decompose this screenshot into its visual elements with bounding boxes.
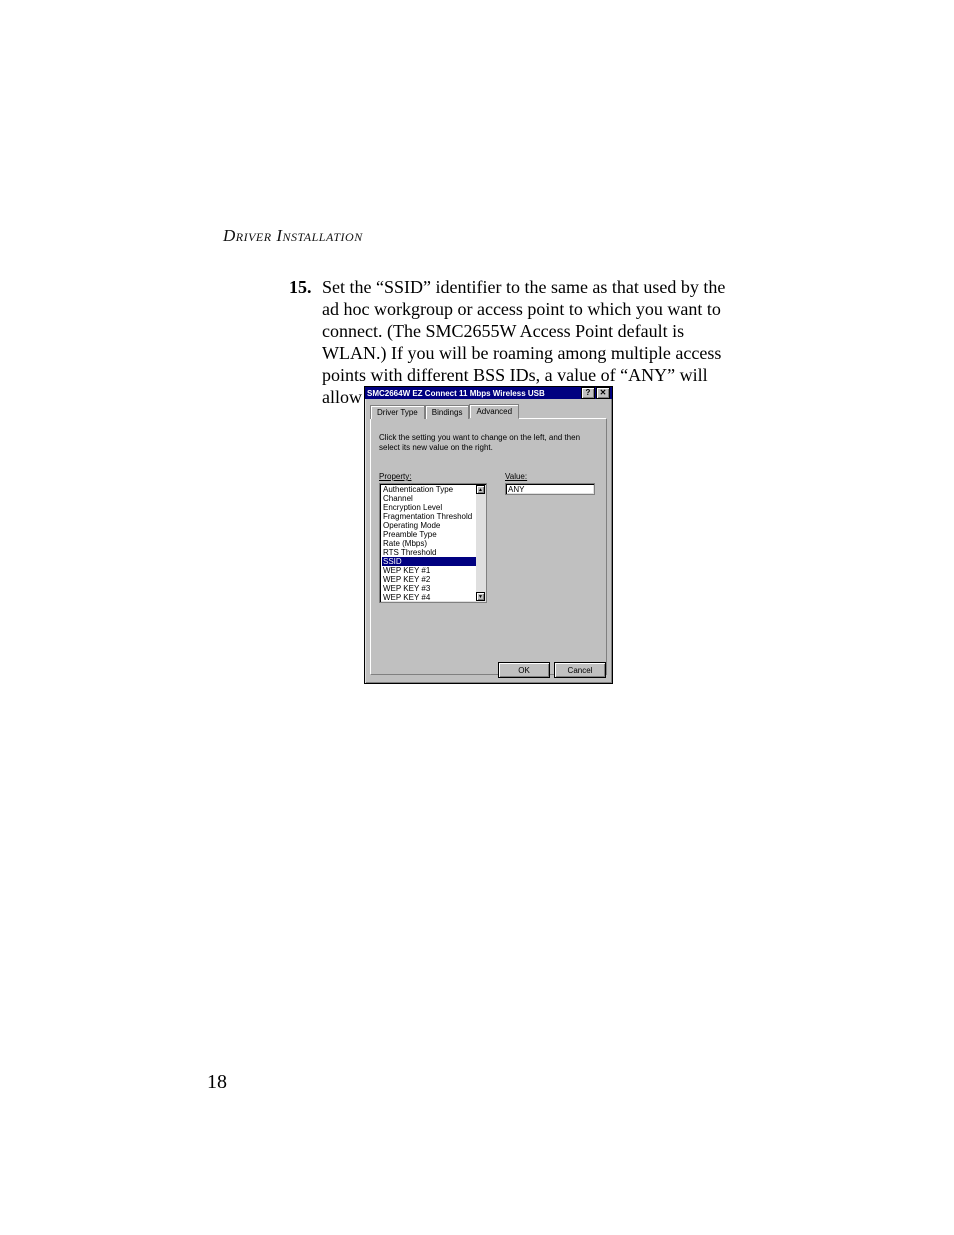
window-title: SMC2664W EZ Connect 11 Mbps Wireless USB xyxy=(367,389,580,398)
list-item[interactable]: WEP KEY #4 xyxy=(382,593,476,602)
list-item[interactable]: RTS Threshold xyxy=(382,548,476,557)
step-number: 15. xyxy=(289,277,312,298)
tab-bindings[interactable]: Bindings xyxy=(425,405,470,419)
list-item[interactable]: WEP KEY #3 xyxy=(382,584,476,593)
panel-instruction: Click the setting you want to change on … xyxy=(379,433,598,452)
scroll-down-button[interactable]: ▼ xyxy=(476,592,485,601)
help-button[interactable]: ? xyxy=(581,387,595,399)
cancel-button[interactable]: Cancel xyxy=(554,662,606,678)
list-item[interactable]: Fragmentation Threshold xyxy=(382,512,476,521)
list-item[interactable]: WEP KEY #2 xyxy=(382,575,476,584)
property-listbox[interactable]: Authentication TypeChannelEncryption Lev… xyxy=(379,483,487,603)
properties-dialog: SMC2664W EZ Connect 11 Mbps Wireless USB… xyxy=(364,386,613,684)
tab-panel-advanced: Click the setting you want to change on … xyxy=(370,418,607,675)
page-number: 18 xyxy=(207,1071,227,1094)
list-item[interactable]: Preamble Type xyxy=(382,530,476,539)
list-item[interactable]: Operating Mode xyxy=(382,521,476,530)
ok-button[interactable]: OK xyxy=(498,662,550,678)
close-button[interactable]: ✕ xyxy=(596,387,610,399)
list-item[interactable]: Channel xyxy=(382,494,476,503)
list-item[interactable]: WEP KEY #1 xyxy=(382,566,476,575)
section-header: Driver Installation xyxy=(223,226,363,246)
property-label: Property: xyxy=(379,472,411,481)
value-label: Value: xyxy=(505,472,527,481)
tab-advanced[interactable]: Advanced xyxy=(469,404,519,419)
value-input[interactable] xyxy=(505,483,595,495)
scrollbar[interactable]: ▲ ▼ xyxy=(476,485,485,601)
tab-strip: Driver Type Bindings Advanced xyxy=(370,404,607,418)
document-page: Driver Installation 15. Set the “SSID” i… xyxy=(0,0,954,1235)
list-item[interactable]: SSID xyxy=(382,557,476,566)
tab-driver-type[interactable]: Driver Type xyxy=(370,405,425,419)
list-item[interactable]: Authentication Type xyxy=(382,485,476,494)
list-item[interactable]: Rate (Mbps) xyxy=(382,539,476,548)
scroll-up-button[interactable]: ▲ xyxy=(476,485,485,494)
dialog-buttons: OK Cancel xyxy=(498,662,606,678)
list-item[interactable]: Encryption Level xyxy=(382,503,476,512)
titlebar: SMC2664W EZ Connect 11 Mbps Wireless USB… xyxy=(365,387,612,399)
